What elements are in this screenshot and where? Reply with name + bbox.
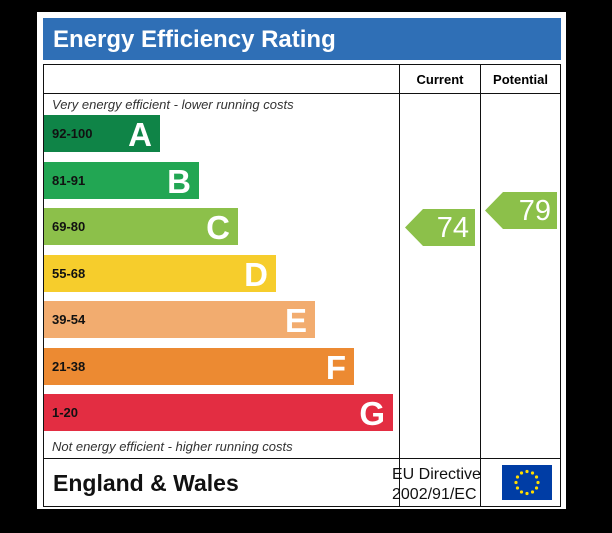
footer-divider [44, 458, 560, 459]
potential-rating-value: 79 [519, 195, 551, 227]
band-range: 39-54 [52, 312, 86, 327]
rating-band-g: 1-20 G [44, 394, 393, 432]
title-bar: Energy Efficiency Rating [43, 18, 561, 60]
eu-directive: EU Directive 2002/91/EC [392, 465, 481, 505]
band-range: 55-68 [52, 266, 86, 281]
eu-star [514, 480, 518, 485]
band-range: 69-80 [52, 219, 86, 234]
eu-flag-icon [502, 465, 552, 500]
rating-band-e: 39-54 E [44, 301, 315, 339]
directive-line-1: EU Directive [392, 466, 481, 483]
rating-band-f: 21-38 F [44, 348, 354, 386]
header-divider [44, 93, 560, 94]
eu-star [519, 490, 524, 494]
current-column-header: Current [416, 72, 464, 87]
bottom-note: Not energy efficient - higher running co… [52, 439, 293, 454]
eu-star [515, 475, 520, 479]
rating-grid: Current Potential Very energy efficient … [43, 64, 561, 507]
band-letter: G [359, 395, 385, 432]
potential-column-header: Potential [493, 72, 548, 87]
rating-band-c: 69-80 C [44, 208, 238, 246]
band-letter: E [284, 302, 307, 339]
rating-band-b: 81-91 B [44, 162, 199, 200]
current-rating-value: 74 [437, 212, 469, 244]
band-range: 21-38 [52, 359, 86, 374]
eu-star [534, 475, 539, 479]
band-letter: D [244, 256, 268, 293]
region-label: England & Wales [53, 470, 239, 496]
band-letter: F [325, 349, 346, 386]
eu-star [519, 471, 524, 475]
band-range: 1-20 [52, 405, 79, 420]
eu-star [534, 486, 539, 490]
energy-rating-panel: Energy Efficiency Rating Current Potenti… [37, 12, 566, 509]
rating-band-a: 92-100 A [44, 115, 160, 153]
band-range: 81-91 [52, 173, 86, 188]
eu-star [530, 490, 535, 494]
current-rating-arrow: 74 [405, 209, 475, 246]
column-divider [399, 65, 400, 506]
eu-star [515, 486, 520, 490]
band-letter: B [167, 163, 191, 200]
eu-star [536, 480, 540, 485]
rating-band-d: 55-68 D [44, 255, 276, 293]
band-range: 92-100 [52, 126, 93, 141]
eu-star [525, 491, 529, 496]
potential-rating-arrow: 79 [485, 192, 557, 229]
column-divider [480, 65, 481, 506]
eu-star [530, 471, 535, 475]
band-letter: C [206, 209, 230, 246]
eu-star [525, 469, 529, 474]
band-letter: A [128, 116, 152, 153]
directive-line-2: 2002/91/EC [392, 486, 477, 503]
top-note: Very energy efficient - lower running co… [52, 97, 294, 112]
title: Energy Efficiency Rating [53, 26, 336, 53]
